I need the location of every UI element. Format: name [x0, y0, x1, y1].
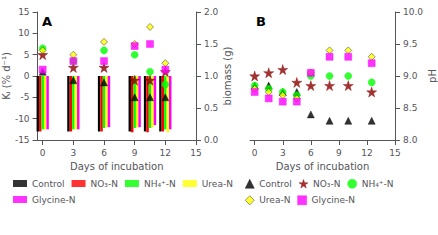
svg-text:1.5: 1.5	[204, 39, 218, 49]
svg-text:6: 6	[308, 148, 314, 158]
svg-text:12: 12	[361, 148, 372, 158]
svg-text:15: 15	[190, 148, 201, 158]
svg-text:10: 10	[18, 28, 30, 38]
svg-text:8.5: 8.5	[403, 103, 417, 113]
svg-text:1.0: 1.0	[204, 71, 219, 81]
svg-text:2.0: 2.0	[204, 7, 219, 17]
svg-text:0: 0	[252, 148, 258, 158]
svg-text:15: 15	[389, 148, 400, 158]
svg-text:Kᵢ (% d⁻¹): Kᵢ (% d⁻¹)	[1, 52, 12, 100]
svg-text:9.0: 9.0	[403, 71, 418, 81]
svg-text:9: 9	[132, 148, 138, 158]
svg-text:8.0: 8.0	[403, 135, 418, 145]
svg-text:0: 0	[40, 148, 46, 158]
svg-text:biomass (g): biomass (g)	[222, 46, 233, 105]
svg-text:15: 15	[18, 7, 29, 17]
svg-text:9: 9	[336, 148, 342, 158]
svg-text:0: 0	[24, 71, 30, 81]
svg-text:NH₄⁺-N: NH₄⁺-N	[362, 179, 394, 189]
svg-text:A: A	[42, 14, 52, 29]
svg-text:0.0: 0.0	[204, 135, 219, 145]
svg-text:Glycine-N: Glycine-N	[312, 195, 355, 205]
svg-text:NH₄⁺-N: NH₄⁺-N	[144, 179, 176, 189]
svg-text:-10: -10	[15, 114, 30, 124]
svg-text:6: 6	[101, 148, 107, 158]
svg-text:-5: -5	[21, 92, 30, 102]
svg-text:NO₃-N: NO₃-N	[313, 179, 340, 189]
svg-text:Days of incubation: Days of incubation	[276, 161, 370, 172]
svg-text:Glycine-N: Glycine-N	[32, 195, 75, 205]
svg-text:3: 3	[280, 148, 286, 158]
svg-text:10.0: 10.0	[403, 7, 423, 17]
svg-text:Control: Control	[32, 179, 65, 189]
svg-text:5: 5	[24, 50, 30, 60]
svg-text:12: 12	[160, 148, 171, 158]
svg-text:Days of incubation: Days of incubation	[70, 161, 164, 172]
svg-text:Control: Control	[259, 179, 292, 189]
svg-text:0.5: 0.5	[204, 103, 218, 113]
svg-text:B: B	[256, 14, 266, 29]
svg-text:3: 3	[71, 148, 77, 158]
svg-text:Urea-N: Urea-N	[202, 179, 233, 189]
svg-text:-15: -15	[15, 135, 30, 145]
svg-text:9.5: 9.5	[403, 39, 417, 49]
svg-text:NO₃-N: NO₃-N	[91, 179, 118, 189]
svg-text:pH: pH	[427, 69, 438, 83]
svg-text:Urea-N: Urea-N	[259, 195, 290, 205]
